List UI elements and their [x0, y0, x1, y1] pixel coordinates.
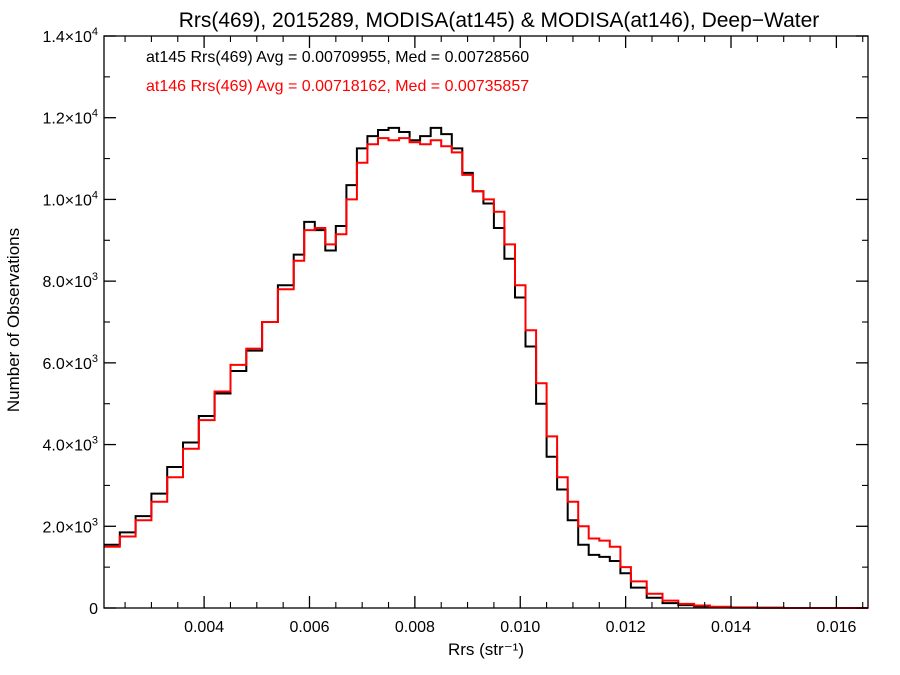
plot-frame — [103, 35, 869, 609]
x-tick-label-4: 0.012 — [606, 619, 646, 636]
y-tick-label-5: 1.0×104 — [42, 189, 98, 209]
y-tick-label-2: 4.0×103 — [42, 435, 98, 455]
series-line-1 — [104, 137, 868, 609]
annotation-at146: at146 Rrs(469) Avg = 0.00718162, Med = 0… — [146, 78, 529, 95]
y-tick-label-3: 6.0×103 — [42, 353, 98, 373]
y-axis-label: Number of Observations — [4, 228, 23, 412]
y-tick-label-6: 1.2×104 — [42, 108, 98, 128]
y-tick-label-4: 8.0×103 — [42, 271, 98, 291]
series-layer — [104, 126, 868, 609]
x-tick-label-6: 0.016 — [816, 619, 856, 636]
x-axis-label: Rrs (str⁻¹) — [448, 640, 524, 659]
tick-labels-layer: 0.004 0.006 0.008 0.010 0.012 0.014 0.016 0 2.0×… — [42, 26, 856, 636]
annotation-at145: at145 Rrs(469) Avg = 0.00709955, Med = 0… — [146, 49, 529, 66]
ticks-layer — [104, 35, 868, 609]
x-tick-label-1: 0.006 — [289, 619, 329, 636]
y-tick-label-0: 0 — [89, 601, 98, 618]
x-tick-label-2: 0.008 — [395, 619, 435, 636]
x-tick-label-3: 0.010 — [500, 619, 540, 636]
x-tick-label-5: 0.014 — [711, 619, 751, 636]
x-tick-label-0: 0.004 — [184, 619, 224, 636]
chart-title: Rrs(469), 2015289, MODISA(at145) & MODIS… — [179, 9, 820, 32]
y-tick-label-1: 2.0×103 — [42, 516, 98, 536]
y-tick-label-7: 1.4×104 — [42, 26, 98, 46]
